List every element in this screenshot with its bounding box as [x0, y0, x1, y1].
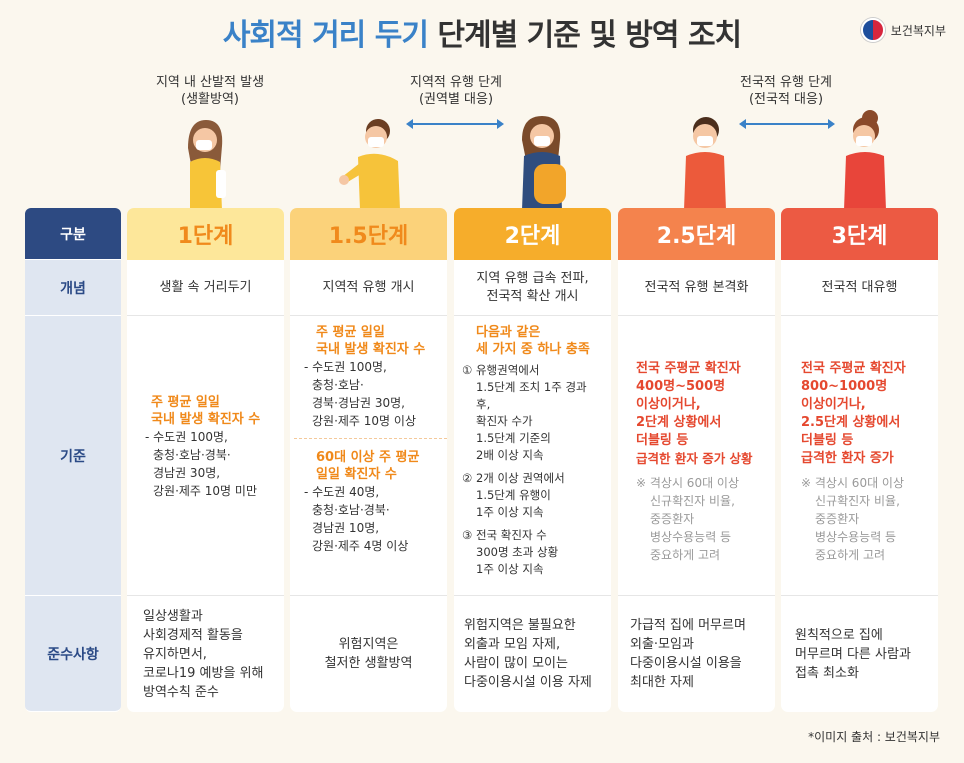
- image-source-footer: *이미지 출처 : 보건복지부: [808, 730, 940, 744]
- level-2-5-compliance: 가급적 집에 머무르며 외출·모임과 다중이용시설 이용을 최대한 자제: [630, 618, 746, 690]
- ministry-logo: 보건복지부: [860, 18, 946, 42]
- title-part2: 단계별 기준 및 방역 조치: [437, 18, 742, 53]
- level-2-5-header: 2.5단계: [618, 208, 775, 260]
- logo-text: 보건복지부: [890, 23, 946, 38]
- stage-label-national: 전국적 유행 단계 (전국적 대응): [740, 75, 832, 107]
- level-2-concept: 지역 유행 급속 전파, 전국적 확산 개시: [454, 260, 611, 316]
- row-head-concept: 개념: [25, 260, 121, 316]
- row-head-category: 구분: [25, 208, 121, 260]
- person-walking-icon: [188, 120, 226, 210]
- title-part1: 사회적 거리 두기: [222, 18, 429, 53]
- level-1-5-column: 1.5단계 지역적 유행 개시 주 평균 일일 국내 발생 확진자 수 - 수도…: [290, 208, 447, 712]
- level-1-header: 1단계: [127, 208, 284, 260]
- stage-label-regional: 지역적 유행 단계 (권역별 대응): [410, 75, 502, 107]
- person-walking-icon: [339, 119, 400, 210]
- level-1-compliance: 일상생활과 사회경제적 활동을 유지하면서, 코로나19 예방을 위해 방역수칙…: [143, 608, 264, 700]
- dashed-divider: [294, 438, 447, 439]
- stage-label-local: 지역 내 산발적 발생 (생활방역): [155, 75, 265, 107]
- person-walking-icon: [844, 110, 886, 210]
- level-1-5-header: 1.5단계: [290, 208, 447, 260]
- row-head-compliance: 준수사항: [25, 596, 121, 712]
- level-2-compliance: 위험지역은 불필요한 외출과 모임 자제, 사람이 많이 모이는 다중이용시설 …: [464, 618, 592, 690]
- level-3-concept: 전국적 대유행: [781, 260, 938, 316]
- row-head-criteria: 기준: [25, 316, 121, 596]
- level-1-5-compliance: 위험지역은 철저한 생활방역: [324, 637, 413, 671]
- double-arrow-icon: [739, 119, 835, 129]
- person-walking-icon: [684, 117, 726, 210]
- level-2-5-criteria: 전국 주평균 확진자 400명~500명 이상이거나, 2단계 상황에서 더블링…: [618, 316, 775, 596]
- level-3-header: 3단계: [781, 208, 938, 260]
- level-2-5-concept: 전국적 유행 본격화: [618, 260, 775, 316]
- level-1-5-concept: 지역적 유행 개시: [290, 260, 447, 316]
- taegeuk-icon: [860, 18, 885, 42]
- level-1-criteria: 주 평균 일일 국내 발생 확진자 수 - 수도권 100명, 충청·호남·경북…: [127, 316, 284, 596]
- double-arrow-icon: [406, 119, 504, 129]
- level-3-compliance: 원칙적으로 집에 머무르며 다른 사람과 접촉 최소화: [795, 627, 911, 681]
- level-2-5-column: 2.5단계 전국적 유행 본격화 전국 주평균 확진자 400명~500명 이상…: [618, 208, 775, 712]
- level-2-criteria: 다음과 같은 세 가지 중 하나 충족 ① 유행권역에서 1.5단계 조치 1주…: [454, 316, 611, 596]
- level-3-column: 3단계 전국적 대유행 전국 주평균 확진자 800~1000명 이상이거나, …: [781, 208, 938, 712]
- level-1-5-criteria: 주 평균 일일 국내 발생 확진자 수 - 수도권 100명, 충청·호남· 경…: [290, 316, 447, 596]
- level-2-header: 2단계: [454, 208, 611, 260]
- level-2-column: 2단계 지역 유행 급속 전파, 전국적 확산 개시 다음과 같은 세 가지 중…: [454, 208, 611, 712]
- person-walking-icon: [522, 116, 566, 210]
- level-3-criteria: 전국 주평균 확진자 800~1000명 이상이거나, 2.5단계 상황에서 더…: [781, 316, 938, 596]
- level-1-column: 1단계 생활 속 거리두기 주 평균 일일 국내 발생 확진자 수 - 수도권 …: [127, 208, 284, 712]
- level-1-concept: 생활 속 거리두기: [127, 260, 284, 316]
- page-title: 사회적 거리 두기 단계별 기준 및 방역 조치: [0, 10, 964, 54]
